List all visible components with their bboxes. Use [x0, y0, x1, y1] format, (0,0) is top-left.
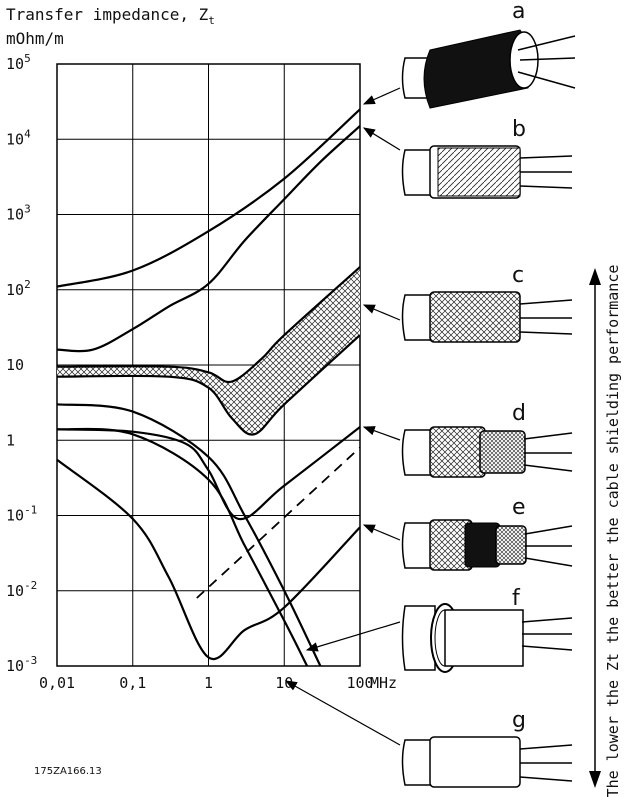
callout-arrow-d	[362, 426, 401, 441]
figure-id: 175ZA166.13	[34, 766, 102, 777]
y-tick-label: 104	[6, 127, 31, 148]
callout-arrow-f	[305, 621, 401, 652]
cable-d-illustration	[401, 426, 573, 478]
series-line-g	[56, 427, 309, 667]
series-line-c-lower	[56, 334, 361, 436]
y-tick-label: 105	[6, 52, 31, 73]
y-tick-label: 103	[6, 203, 31, 224]
y-tick-label: 10-1	[6, 504, 37, 525]
cable-f-illustration	[401, 603, 573, 673]
y-tick-label: 102	[6, 278, 31, 299]
series-line-b	[56, 125, 361, 353]
callout-arrow-g	[284, 680, 401, 746]
cable-b-illustration	[401, 145, 573, 199]
cable-label-a: a	[512, 0, 525, 24]
y-axis-title: Transfer impedance, Zt mOhm/m	[6, 5, 215, 49]
side-note: The lower the Zt the better the cable sh…	[604, 264, 622, 797]
y-tick-label: 10	[6, 356, 24, 374]
cable-label-c: c	[512, 263, 524, 288]
cable-a-illustration	[401, 29, 576, 109]
y-tick-label: 10-2	[6, 579, 37, 600]
callout-arrow-b	[362, 127, 401, 151]
cable-g-illustration	[401, 736, 573, 788]
x-tick-label: 100	[346, 674, 373, 692]
plot-area: 0,01 0,1 1 10 100MHz10-310-210-1110102103104…	[6, 52, 397, 692]
y-tick-label: 1	[6, 431, 15, 449]
callout-arrows	[284, 87, 401, 746]
x-tick-label: 0,1	[119, 674, 146, 692]
callout-arrow-c	[362, 304, 401, 321]
x-axis-unit: MHz	[370, 674, 397, 692]
callout-arrow-e	[362, 524, 401, 541]
cable-label-e: e	[512, 495, 526, 520]
cable-label-d: d	[512, 401, 526, 426]
callout-arrow-a	[362, 87, 401, 105]
band-c-fill	[57, 267, 360, 435]
side-arrow-head-bottom	[589, 771, 601, 788]
cable-c-illustration	[401, 291, 573, 343]
cable-label-b: b	[512, 117, 526, 142]
cable-label-f: f	[512, 586, 521, 611]
series-line-d	[56, 426, 361, 521]
series-line-c-upper	[56, 266, 361, 384]
x-tick-label: 1	[204, 674, 213, 692]
series-line-f	[56, 458, 361, 661]
y-tick-label: 10-3	[6, 654, 37, 675]
x-tick-label: 0,01	[39, 674, 75, 692]
cable-e-illustration	[401, 519, 573, 571]
cable-label-g: g	[512, 708, 526, 733]
side-arrow-head-top	[589, 268, 601, 285]
series-line-a	[56, 108, 361, 288]
series-line-dashed	[196, 446, 361, 599]
